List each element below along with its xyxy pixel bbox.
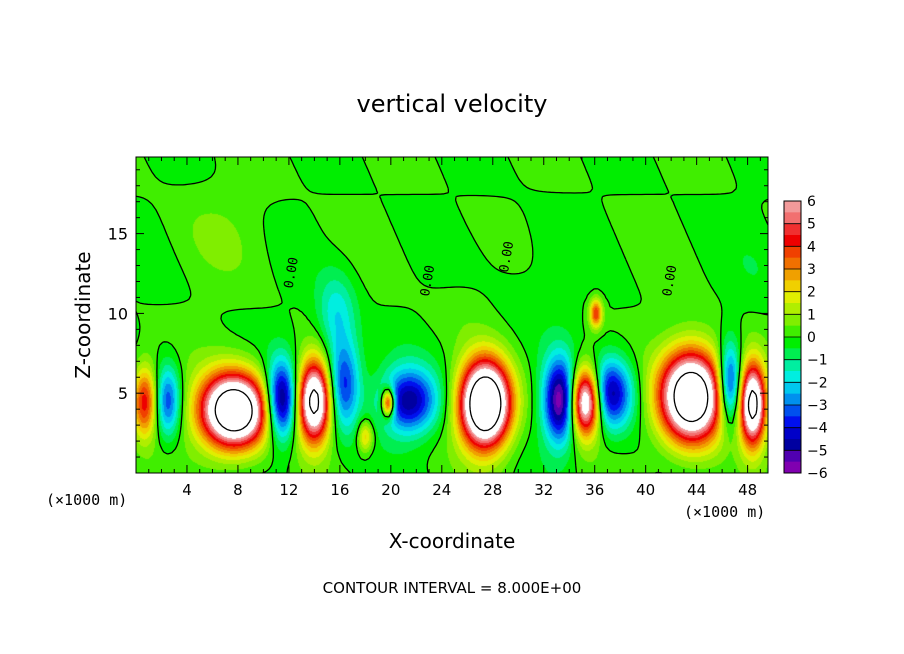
colorbar-swatch	[784, 416, 801, 429]
x-tick-label: 48	[738, 481, 757, 499]
colorbar-swatch	[784, 348, 801, 361]
contour-line-positive	[214, 371, 758, 432]
colorbar-swatch	[784, 382, 801, 395]
x-tick-label: 8	[233, 481, 243, 499]
y-tick-label: 5	[118, 384, 128, 403]
colorbar-tick-label: −6	[807, 466, 828, 482]
colorbar-swatch	[784, 439, 801, 451]
colorbar-swatch	[784, 269, 801, 281]
x-axis-ticks: 4 8 12 16 20 24 28 32 36 40 44 48	[148, 157, 761, 499]
colorbar-tick-label: 1	[807, 307, 816, 323]
heatmap-field	[136, 157, 768, 473]
colorbar-swatch	[784, 314, 801, 327]
plot-frame	[135, 156, 769, 474]
contour-line-zero	[135, 156, 769, 474]
colorbar-swatch	[784, 223, 801, 236]
x-tick-label: 20	[381, 481, 400, 499]
y-axis-ticks: 5 10 15	[108, 169, 768, 458]
x-unit-label-left: (×1000 m)	[46, 491, 127, 509]
colorbar-tick-label: 5	[807, 217, 816, 233]
x-tick-label: 32	[534, 481, 553, 499]
y-tick-label: 15	[108, 225, 128, 244]
colorbar-tick-labels: 6 5 4 3 2 1 0 −1 −2 −3 −4 −5 −6	[784, 194, 828, 482]
x-tick-label: 28	[483, 481, 502, 499]
colorbar-swatch	[784, 325, 801, 338]
contour-label: 0.00	[418, 264, 438, 297]
colorbar-swatch	[784, 246, 801, 259]
y-axis-label: Z-coordinate	[71, 251, 95, 378]
plot-area: 0.00 0.00 0.00 0.00	[135, 156, 769, 474]
colorbar-swatch	[784, 291, 801, 304]
colorbar-swatch	[784, 201, 801, 213]
colorbar-swatch	[784, 303, 801, 315]
contour-interval-note: CONTOUR INTERVAL = 8.000E+00	[323, 579, 582, 597]
colorbar-swatch	[784, 371, 801, 383]
colorbar-tick-label: 0	[807, 330, 816, 346]
colorbar-tick-label: 4	[807, 239, 816, 255]
x-axis-label: X-coordinate	[389, 529, 516, 553]
chart-title: vertical velocity	[357, 90, 548, 118]
colorbar	[783, 200, 802, 474]
colorbar-swatch	[784, 393, 801, 406]
contour-label: 0.00	[660, 264, 680, 297]
colorbar-tick-label: −1	[807, 353, 828, 369]
x-tick-label: 16	[330, 481, 349, 499]
colorbar-swatch	[784, 405, 801, 417]
x-tick-label: 24	[432, 481, 451, 499]
colorbar-swatch	[784, 461, 801, 474]
x-tick-label: 4	[182, 481, 192, 499]
colorbar-tick-label: −2	[807, 375, 828, 391]
x-tick-label: 12	[279, 481, 298, 499]
colorbar-swatch	[784, 280, 801, 293]
colorbar-swatch	[784, 427, 801, 440]
colorbar-swatch	[784, 212, 801, 225]
contour-layer	[135, 156, 769, 474]
x-tick-label: 44	[687, 481, 706, 499]
colorbar-swatch	[784, 450, 801, 463]
contour-label: 0.00	[282, 256, 302, 289]
contour-label-layer: 0.00 0.00 0.00 0.00	[282, 240, 681, 297]
colorbar-tick-label: 6	[807, 194, 816, 210]
colorbar-tick-label: 3	[807, 262, 816, 278]
y-tick-label: 10	[108, 304, 128, 323]
colorbar-swatch	[784, 337, 801, 349]
colorbar-tick-label: 2	[807, 285, 816, 301]
colorbar-tick-label: −4	[807, 421, 828, 437]
colorbar-tick-label: −5	[807, 443, 828, 459]
colorbar-tick-label: −3	[807, 398, 828, 414]
x-unit-label-right: (×1000 m)	[684, 503, 765, 521]
x-tick-label: 40	[636, 481, 655, 499]
contour-label: 0.00	[497, 240, 517, 273]
colorbar-swatch	[784, 359, 801, 372]
x-tick-label: 36	[585, 481, 604, 499]
colorbar-swatch	[784, 235, 801, 247]
colorbar-swatch	[784, 257, 801, 270]
